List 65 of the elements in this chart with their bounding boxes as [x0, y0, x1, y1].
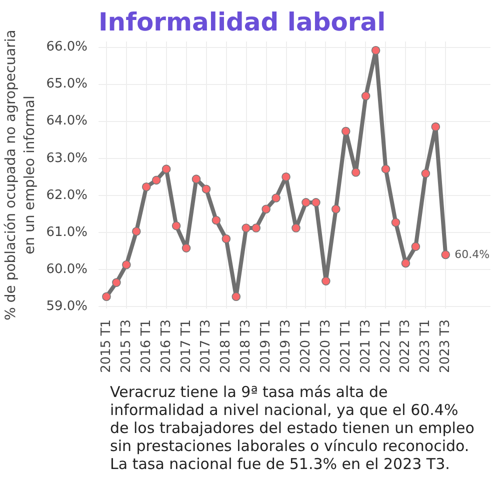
y-tick-label: 65.0% — [46, 76, 88, 92]
y-tick-label: 63.0% — [46, 150, 88, 166]
x-tick-label: 2019 T3 — [278, 319, 294, 373]
point — [232, 292, 241, 302]
point — [142, 182, 151, 192]
point — [431, 122, 440, 132]
point — [122, 260, 131, 270]
point — [411, 242, 420, 251]
x-tick-label: 2020 T1 — [298, 319, 314, 373]
y-tick-label: 61.0% — [46, 224, 88, 240]
point — [312, 198, 320, 207]
point — [302, 198, 310, 207]
point — [192, 174, 201, 184]
point — [441, 250, 450, 260]
point — [202, 184, 211, 194]
point — [102, 292, 111, 302]
point — [242, 224, 251, 232]
x-tick-label: 2017 T3 — [198, 319, 214, 373]
data-label: 60.4% — [454, 248, 490, 262]
point — [112, 278, 121, 287]
x-tick-label: 2016 T3 — [158, 319, 174, 373]
point — [272, 194, 280, 202]
x-tick-label: 2022 T1 — [378, 319, 394, 373]
x-tick-label: 2018 T3 — [238, 319, 254, 373]
point — [381, 164, 390, 174]
x-tick-label: 2021 T1 — [338, 319, 354, 373]
x-tick-label: 2021 T3 — [358, 319, 374, 373]
point — [371, 46, 380, 55]
chart-title: Informalidad laboral — [98, 8, 386, 36]
x-tick-label: 2015 T3 — [118, 319, 134, 373]
point — [262, 204, 270, 214]
point — [132, 226, 141, 236]
point — [331, 204, 340, 214]
point — [182, 244, 191, 252]
point — [212, 216, 221, 225]
x-tick-label: 2018 T1 — [218, 319, 234, 373]
x-tick-label: 2016 T1 — [138, 319, 154, 373]
x-tick-label: 2019 T1 — [258, 319, 274, 373]
point — [162, 164, 171, 174]
point — [421, 169, 430, 178]
y-tick-label: 66.0% — [46, 40, 88, 55]
point — [341, 126, 350, 136]
point — [222, 234, 231, 244]
point — [252, 224, 260, 232]
x-tick-label: 2020 T3 — [318, 319, 334, 373]
x-tick-label: 2017 T1 — [178, 319, 194, 373]
y-tick-label: 60.0% — [46, 262, 88, 278]
point — [391, 218, 400, 227]
point — [282, 172, 290, 182]
point — [172, 221, 181, 230]
point — [322, 276, 330, 286]
point — [152, 176, 161, 185]
x-tick-label: 2023 T3 — [438, 319, 454, 373]
x-tick-label: 2015 T1 — [98, 319, 114, 373]
point — [292, 224, 300, 232]
y-tick-label: 59.0% — [46, 299, 88, 314]
y-axis-title: % de población ocupada no agropecuaria en un empleo informal — [3, 30, 38, 320]
point — [361, 92, 370, 100]
point — [401, 258, 410, 268]
y-tick-label: 64.0% — [46, 114, 88, 129]
y-tick-label: 62.0% — [46, 188, 88, 203]
point — [351, 168, 360, 177]
x-tick-label: 2023 T1 — [418, 319, 434, 373]
text: Veracruz tiene la 9ª tasa más alta de informalidad a nivel nacional, ya que el 60.4% de los trabajadores del estado tienen un empleo sin prestaciones laborales o vínculo reconocido. La tasa nacional fue de 51.3% en el 2023 T3. — [110, 383, 476, 473]
x-tick-label: 2022 T3 — [398, 319, 414, 373]
